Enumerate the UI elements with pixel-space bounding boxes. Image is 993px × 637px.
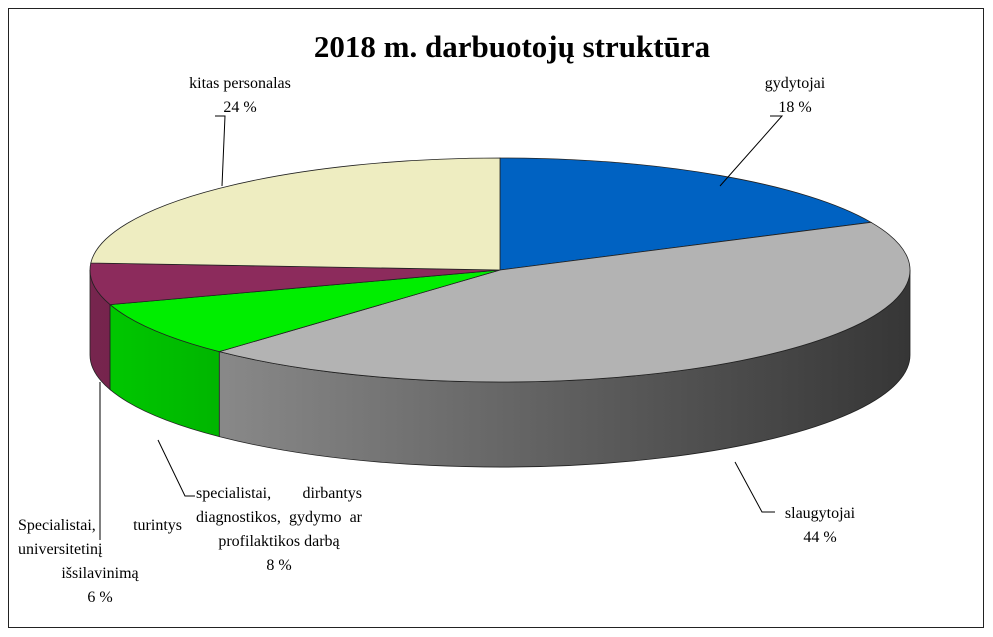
value-label: 8 %: [266, 557, 292, 574]
slice: [109, 269, 501, 353]
slice-label: gydytojai 18 %: [730, 72, 860, 120]
leader-line: [719, 115, 784, 187]
chart-frame: [8, 8, 984, 628]
category-name: gydytojai: [764, 75, 826, 92]
chart-title: 2018 m. darbuotojų struktūra: [314, 29, 711, 64]
leader-line: [734, 461, 775, 513]
slice-label: slaugytojai 44 %: [760, 502, 880, 550]
slice: [499, 157, 873, 271]
value-label: 18 %: [778, 99, 812, 116]
value-label: 24 %: [223, 99, 257, 116]
leader-line: [157, 439, 195, 497]
slice: [217, 221, 911, 383]
value-label: 44 %: [803, 529, 837, 546]
slice-label: kitas personalas 24 %: [160, 72, 320, 120]
category-name: specialistai, dirbantys diagnostikos, gy…: [196, 485, 362, 550]
category-name: slaugytojai: [784, 505, 856, 522]
slice-label: specialistai, dirbantys diagnostikos, gy…: [196, 482, 362, 578]
leader-line: [215, 115, 226, 187]
value-label: 6 %: [87, 589, 113, 606]
category-name: Specialistai, turintys universitetinį iš…: [18, 517, 182, 582]
slice-label: Specialistai, turintys universitetinį iš…: [18, 514, 182, 610]
slice: [90, 157, 501, 271]
slice: [89, 262, 501, 306]
category-name: kitas personalas: [189, 75, 291, 92]
